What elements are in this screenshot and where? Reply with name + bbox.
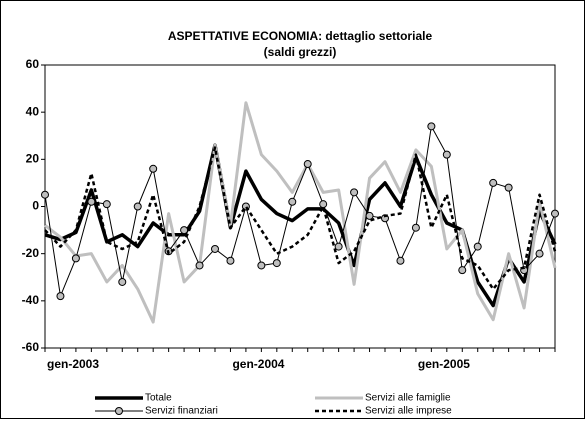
point-marker: [180, 226, 189, 235]
point-marker: [56, 292, 65, 301]
y-tick-label: -60: [22, 340, 40, 354]
legend-label: Servizi alle imprese: [365, 406, 452, 417]
point-marker: [334, 242, 343, 251]
point-marker: [504, 183, 513, 192]
legend-marker: [115, 407, 123, 415]
x-tick-label: gen-2005: [418, 357, 470, 371]
y-tick-label: 60: [26, 57, 40, 71]
point-marker: [149, 164, 158, 173]
point-marker: [442, 150, 451, 159]
point-marker: [473, 242, 482, 251]
chart-title: ASPETTATIVE ECONOMIA: dettaglio settoria…: [168, 29, 433, 43]
x-tick-label: gen-2003: [47, 357, 99, 371]
point-marker: [288, 197, 297, 206]
point-marker: [303, 160, 312, 169]
series-line: [44, 146, 557, 291]
y-tick-label: 40: [26, 104, 40, 118]
point-marker: [226, 256, 235, 265]
y-tick-label: -40: [22, 293, 40, 307]
point-marker: [551, 209, 559, 218]
point-marker: [458, 266, 467, 275]
point-marker: [411, 223, 420, 232]
point-marker: [118, 277, 127, 286]
point-marker: [41, 190, 49, 199]
point-marker: [350, 188, 359, 197]
point-marker: [396, 256, 405, 265]
point-marker: [102, 200, 111, 209]
legend-label: Totale: [145, 393, 172, 404]
legend-label: Servizi alle famiglie: [365, 393, 451, 404]
point-marker: [211, 244, 219, 253]
point-marker: [319, 200, 328, 209]
point-marker: [257, 261, 266, 270]
point-marker: [365, 211, 374, 220]
y-tick-label: -20: [22, 246, 40, 260]
point-marker: [71, 254, 80, 263]
x-tick-label: gen-2004: [232, 357, 284, 371]
point-marker: [195, 261, 204, 270]
series-line: [44, 125, 556, 297]
chart-subtitle: (saldi grezzi): [264, 45, 337, 59]
point-marker: [272, 259, 281, 268]
y-tick-label: 20: [26, 152, 40, 166]
legend-label: Servizi finanziari: [145, 406, 218, 417]
point-marker: [535, 249, 544, 258]
point-marker: [427, 122, 436, 131]
point-marker: [489, 178, 498, 187]
point-marker: [133, 202, 142, 211]
point-marker: [87, 197, 96, 206]
y-tick-label: 0: [32, 199, 39, 213]
